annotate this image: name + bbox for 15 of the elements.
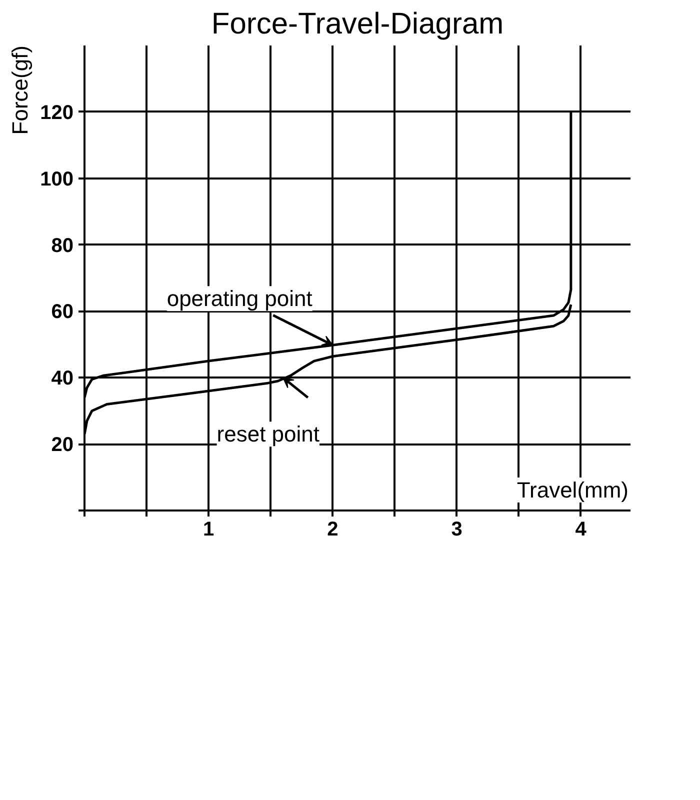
annotation: operating point bbox=[166, 286, 312, 312]
y-tick-label: 40 bbox=[51, 368, 74, 390]
x-tick-label: 3 bbox=[451, 518, 462, 540]
x-tick-label: 4 bbox=[575, 518, 588, 540]
y-tick-label: 20 bbox=[51, 434, 74, 456]
y-tick-label: 60 bbox=[51, 301, 74, 324]
chart-title: Force-Travel-Diagram bbox=[211, 8, 504, 40]
y-tick-label: 80 bbox=[51, 234, 74, 257]
x-tick-label: 2 bbox=[327, 518, 338, 540]
annotation: reset point bbox=[216, 422, 320, 447]
y-tick-label: 100 bbox=[40, 168, 74, 190]
y-tick-label: 120 bbox=[40, 102, 74, 124]
x-axis-title: Travel(mm) bbox=[516, 478, 629, 502]
x-tick-label: 1 bbox=[203, 518, 214, 540]
y-axis-title: Force(gf) bbox=[8, 45, 32, 135]
